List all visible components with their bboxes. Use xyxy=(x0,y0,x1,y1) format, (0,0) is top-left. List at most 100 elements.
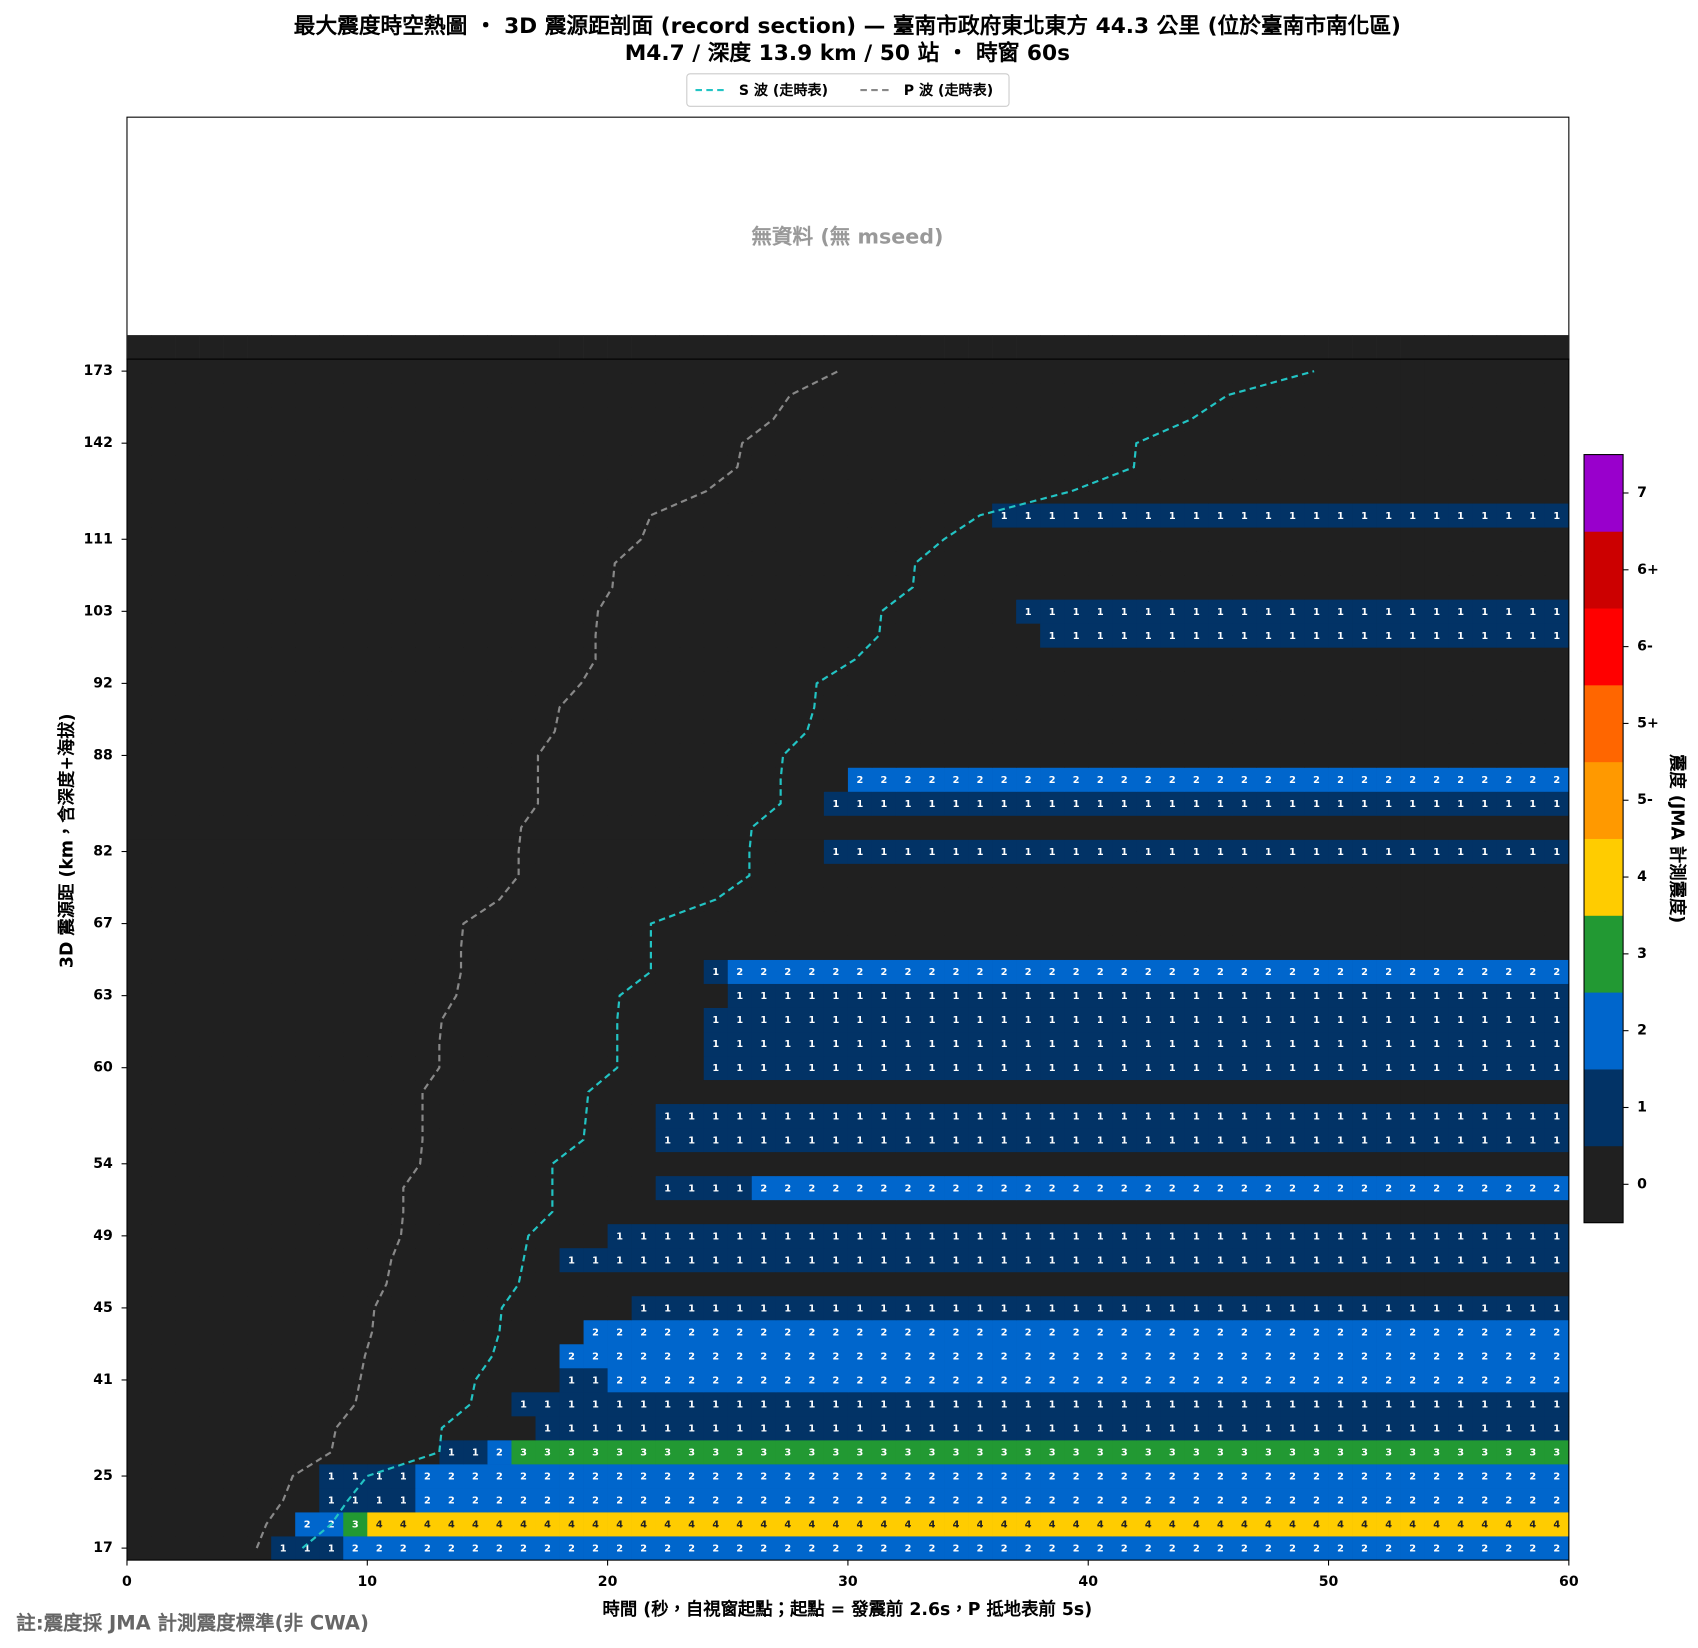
heatmap-cell xyxy=(391,1079,416,1105)
heatmap-cell xyxy=(607,1295,632,1321)
heatmap-cell xyxy=(823,983,849,1008)
cell-label: 1 xyxy=(1529,511,1536,522)
heatmap-cell xyxy=(1160,863,1185,888)
heatmap-cell xyxy=(367,743,392,768)
heatmap-cell xyxy=(126,1415,152,1441)
heatmap-cell xyxy=(1280,431,1305,456)
heatmap-cell xyxy=(1376,1415,1401,1441)
heatmap-cell xyxy=(1352,479,1377,504)
heatmap-cell xyxy=(487,695,512,720)
cell-label: 1 xyxy=(1529,847,1536,858)
heatmap-cell xyxy=(1472,887,1498,912)
y-axis-label: 3D 震源距 (km，含深度+海拔) xyxy=(56,713,77,968)
heatmap-cell xyxy=(1040,1055,1065,1081)
heatmap-cell xyxy=(463,407,488,432)
heatmap-cell xyxy=(1184,647,1209,672)
heatmap-cell xyxy=(944,1343,969,1369)
heatmap-cell xyxy=(751,815,777,840)
heatmap-cell xyxy=(1400,503,1425,528)
cell-label: 1 xyxy=(712,967,719,978)
heatmap-cell xyxy=(175,527,200,552)
cell-label: 2 xyxy=(1457,1327,1464,1338)
heatmap-cell xyxy=(223,1488,248,1513)
cell-label: 1 xyxy=(808,1400,815,1411)
heatmap-cell xyxy=(1136,695,1161,720)
cell-label: 2 xyxy=(688,1327,695,1338)
cell-label: 1 xyxy=(953,1255,960,1266)
heatmap-cell xyxy=(415,1175,440,1201)
heatmap-cell xyxy=(1448,983,1474,1008)
heatmap-cell xyxy=(703,935,729,960)
cell-label: 1 xyxy=(1001,799,1008,810)
heatmap-cell xyxy=(847,767,873,792)
cell-label: 2 xyxy=(1217,1183,1224,1194)
heatmap-cell xyxy=(968,1031,993,1057)
heatmap-cell xyxy=(1352,839,1377,864)
heatmap-cell xyxy=(1208,1367,1233,1393)
heatmap-cell xyxy=(847,1343,873,1369)
heatmap-cell xyxy=(799,335,825,360)
heatmap-cell xyxy=(583,695,608,720)
heatmap-cell xyxy=(920,1319,945,1345)
cell-label: 3 xyxy=(1241,1448,1248,1459)
heatmap-cell xyxy=(775,1440,801,1465)
heatmap-cell xyxy=(126,527,152,552)
cell-label: 1 xyxy=(736,1255,743,1266)
colorbar-tick-label: 4 xyxy=(1637,869,1647,885)
heatmap-cell xyxy=(415,1055,440,1081)
cell-label: 2 xyxy=(640,1376,647,1387)
cell-label: 1 xyxy=(1265,1400,1272,1411)
cell-label: 2 xyxy=(520,1472,527,1483)
heatmap-cell xyxy=(1256,623,1281,648)
heatmap-cell xyxy=(727,599,753,624)
heatmap-cell xyxy=(367,503,392,528)
heatmap-cell xyxy=(1328,743,1353,768)
heatmap-cell xyxy=(631,1247,656,1273)
cell-label: 2 xyxy=(1433,1496,1440,1507)
heatmap-cell xyxy=(727,695,753,720)
heatmap-cell xyxy=(968,1464,993,1489)
heatmap-cell xyxy=(1304,1199,1329,1225)
cell-label: 1 xyxy=(808,1424,815,1435)
heatmap-cell xyxy=(439,1151,464,1177)
cell-label: 2 xyxy=(857,1183,864,1194)
heatmap-cell xyxy=(823,1175,849,1201)
heatmap-cell xyxy=(439,1512,464,1537)
heatmap-cell xyxy=(1496,551,1522,576)
heatmap-cell xyxy=(1280,1391,1305,1417)
heatmap-cell xyxy=(1256,407,1281,432)
cell-label: 2 xyxy=(1361,1327,1368,1338)
heatmap-cell xyxy=(1424,887,1450,912)
cell-label: 2 xyxy=(1217,1496,1224,1507)
heatmap-cell xyxy=(823,935,849,960)
heatmap-cell xyxy=(199,503,224,528)
heatmap-cell xyxy=(463,1007,488,1033)
heatmap-cell xyxy=(463,1175,488,1201)
heatmap-cell xyxy=(1352,1391,1377,1417)
cell-label: 2 xyxy=(1385,1496,1392,1507)
heatmap-cell xyxy=(1088,1391,1113,1417)
cell-label: 2 xyxy=(1505,1327,1512,1338)
cell-label: 1 xyxy=(1169,1255,1176,1266)
cell-label: 2 xyxy=(833,1376,840,1387)
heatmap-cell xyxy=(247,1391,272,1417)
cell-label: 1 xyxy=(833,799,840,810)
heatmap-cell xyxy=(223,383,248,408)
heatmap-cell xyxy=(1352,1440,1377,1465)
heatmap-cell xyxy=(175,455,200,480)
heatmap-cell xyxy=(703,1127,729,1153)
heatmap-cell xyxy=(1256,695,1281,720)
heatmap-cell xyxy=(559,527,584,552)
heatmap-cell xyxy=(607,815,632,840)
heatmap-cell xyxy=(1136,1079,1161,1105)
heatmap-cell xyxy=(1472,551,1498,576)
heatmap-cell xyxy=(751,383,777,408)
cell-label: 2 xyxy=(977,1376,984,1387)
heatmap-cell xyxy=(199,1199,224,1225)
cell-label: 1 xyxy=(977,1039,984,1050)
heatmap-cell xyxy=(1064,959,1089,984)
heatmap-cell xyxy=(126,1079,152,1105)
heatmap-cell xyxy=(319,1151,344,1177)
cell-label: 1 xyxy=(760,1135,767,1146)
heatmap-cell xyxy=(1376,1464,1401,1489)
